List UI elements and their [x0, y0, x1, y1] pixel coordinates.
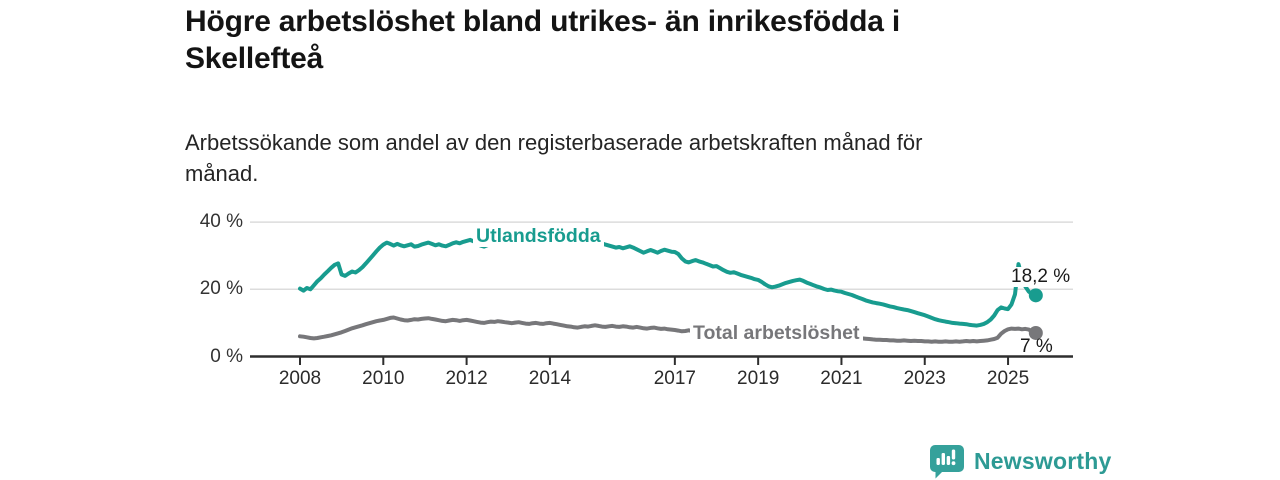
end-value-label-utlandsfodda: 18,2 % — [1009, 266, 1073, 287]
end-dot-total-arbetsl-shet — [1028, 325, 1043, 340]
chart-title-line1: Högre arbetslöshet bland utrikes- än inr… — [185, 5, 900, 38]
end-value-label-total: 7 % — [1020, 336, 1053, 357]
newsworthy-wordmark: Newsworthy — [974, 447, 1112, 474]
series-label-utlandsfodda: Utlandsfödda — [473, 226, 604, 247]
series-line-total-arbetsl-shet — [298, 315, 1038, 344]
chart-subtitle-line2: månad. — [185, 161, 259, 186]
series-line-utlandsf-dda — [298, 233, 1038, 328]
newsworthy-logo: Newsworthy — [928, 443, 1111, 479]
series-label-total-arbetsloshet: Total arbetslöshet — [690, 323, 863, 344]
chart-subtitle: Arbetssökande som andel av den registerb… — [185, 127, 922, 189]
end-dot-utlandsf-dda — [1028, 288, 1043, 303]
chart-title: Högre arbetslöshet bland utrikes- än inr… — [185, 3, 900, 77]
chart-subtitle-line1: Arbetssökande som andel av den registerb… — [185, 130, 923, 155]
chart-title-line2: Skellefteå — [185, 42, 324, 75]
newsworthy-logo-icon — [930, 445, 964, 479]
